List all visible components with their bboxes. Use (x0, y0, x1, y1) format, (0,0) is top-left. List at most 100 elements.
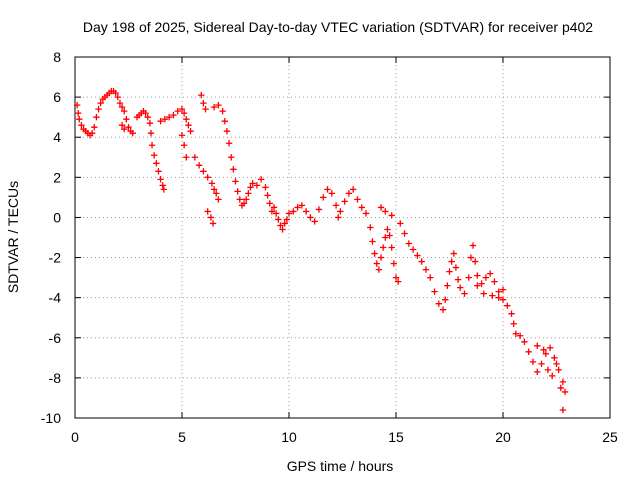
data-point (508, 310, 515, 317)
data-point (307, 214, 314, 221)
data-point (337, 208, 344, 215)
data-point (207, 214, 215, 221)
data-point (95, 105, 102, 113)
data-point (345, 190, 353, 197)
data-point (159, 182, 166, 189)
data-point (431, 288, 438, 295)
data-point (125, 123, 132, 131)
data-point (559, 378, 567, 386)
data-point (243, 196, 250, 203)
data-point (405, 240, 413, 247)
data-points (73, 87, 569, 414)
data-point (180, 109, 188, 117)
data-point (275, 216, 282, 223)
data-point (418, 258, 425, 265)
data-point (452, 264, 460, 271)
y-tick-label: -10 (41, 410, 61, 426)
x-tick-label: 10 (281, 429, 297, 445)
data-point (489, 292, 496, 299)
data-point (144, 113, 151, 121)
data-point (78, 121, 85, 129)
data-point (341, 198, 348, 205)
data-point (549, 372, 556, 380)
data-point (272, 210, 280, 217)
data-point (277, 222, 284, 229)
axis-ticks: 0 5 10 15 20 25 -10 -8 -6 -4 -2 0 2 4 6 8 (41, 49, 618, 445)
data-point (264, 192, 271, 199)
data-point (557, 384, 564, 392)
data-point (461, 290, 468, 297)
data-point (91, 123, 98, 131)
data-point (465, 274, 472, 281)
data-point (544, 366, 552, 374)
data-point (401, 230, 408, 237)
data-point (210, 103, 218, 111)
data-point (504, 302, 511, 309)
data-point (538, 360, 545, 368)
data-point (180, 142, 188, 149)
data-point (474, 282, 481, 289)
data-point (88, 130, 96, 137)
data-point (540, 346, 547, 354)
data-point (170, 111, 177, 119)
data-point (155, 168, 162, 175)
data-point (270, 204, 278, 211)
data-point (499, 296, 507, 303)
data-point (392, 274, 400, 281)
data-point (247, 184, 254, 191)
data-point (210, 186, 218, 193)
data-point (178, 105, 186, 113)
y-tick-label: 0 (53, 209, 61, 225)
data-point (377, 254, 385, 261)
y-axis-label: SDTVAR / TECUs (5, 181, 21, 293)
data-point (187, 128, 194, 135)
data-point (285, 210, 293, 217)
data-point (388, 244, 395, 251)
data-point (249, 180, 256, 187)
data-point (551, 354, 558, 362)
data-point (446, 268, 453, 275)
data-point (200, 168, 207, 175)
data-point (480, 290, 487, 297)
data-point (542, 350, 549, 358)
data-point (371, 250, 378, 257)
data-point (467, 254, 475, 261)
data-point (147, 130, 155, 137)
data-point (213, 190, 220, 197)
x-tick-label: 5 (178, 429, 186, 445)
data-point (553, 360, 560, 368)
data-point (328, 190, 335, 197)
data-point (114, 93, 121, 101)
plot-frame (74, 56, 611, 419)
x-tick-label: 0 (71, 429, 79, 445)
data-point (123, 115, 130, 123)
y-tick-label: -6 (49, 330, 62, 346)
data-point (200, 99, 207, 107)
data-point (73, 101, 81, 109)
y-tick-label: 8 (53, 49, 61, 65)
data-point (209, 220, 217, 227)
data-point (294, 204, 301, 211)
data-point (221, 117, 228, 125)
data-point (191, 154, 199, 161)
data-point (332, 202, 340, 209)
data-point (225, 140, 233, 147)
x-tick-label: 15 (388, 429, 404, 445)
y-tick-label: -4 (49, 290, 62, 306)
data-point (283, 216, 291, 223)
data-point (534, 368, 541, 376)
data-point (198, 91, 205, 99)
data-point (281, 220, 288, 227)
data-point (358, 204, 365, 211)
data-point (559, 406, 567, 414)
data-point (474, 272, 481, 279)
data-point (442, 296, 449, 303)
data-point (324, 186, 331, 193)
data-point (469, 242, 477, 249)
data-point (369, 238, 376, 245)
data-point (534, 342, 541, 349)
data-point (298, 202, 306, 209)
data-point (174, 107, 181, 115)
data-point (546, 344, 554, 352)
data-point (394, 278, 402, 285)
